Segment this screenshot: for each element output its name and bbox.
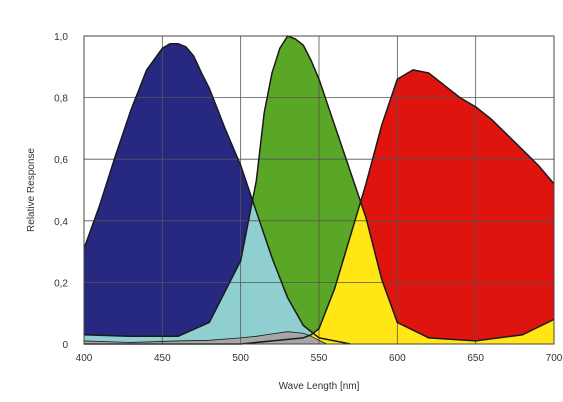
- series-line-red: [84, 69, 555, 345]
- x-tick-label: 450: [154, 353, 171, 364]
- y-axis-label: Relative Response: [26, 148, 37, 232]
- gray-area: [84, 331, 554, 344]
- x-tick-label: 550: [311, 353, 328, 364]
- y-tick-label: 0,8: [54, 94, 68, 105]
- red-area: [84, 69, 554, 344]
- x-tick-label: 500: [232, 353, 249, 364]
- y-tick-label: 0,6: [54, 155, 68, 166]
- x-axis-label: Wave Length [nm]: [279, 381, 360, 392]
- y-tick-label: 1,0: [54, 32, 68, 43]
- series-line-green: [83, 35, 555, 342]
- series-outlines: [83, 35, 555, 345]
- series-line-blue: [83, 42, 351, 345]
- y-tick-label: 0: [62, 340, 68, 351]
- plot-frame: [83, 35, 555, 345]
- series-line-gray: [83, 331, 328, 345]
- blue-area: [84, 43, 554, 344]
- x-tick-label: 650: [467, 353, 484, 364]
- axes: 400 450 500 550 600 650 700 0 0,2 0,4 0,6 0,8 1,0: [54, 32, 563, 364]
- y-tick-label: 0,2: [54, 278, 68, 289]
- grid-lines: [84, 36, 554, 344]
- x-tick-label: 700: [546, 353, 563, 364]
- y-tick-label: 0,4: [54, 217, 68, 228]
- x-tick-label: 600: [389, 353, 406, 364]
- x-tick-label: 400: [76, 353, 93, 364]
